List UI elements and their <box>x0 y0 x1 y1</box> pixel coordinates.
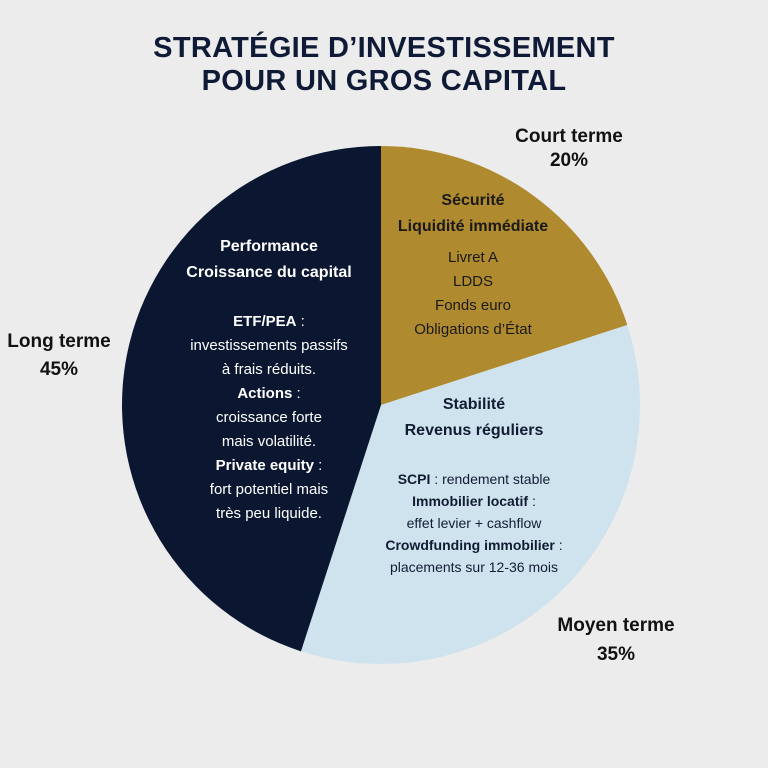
pie-slice-long-terme <box>122 146 382 652</box>
list-item: Immobilier locatif : <box>356 490 592 512</box>
item-name: Actions <box>237 385 293 402</box>
pie-slice-court-terme <box>381 146 628 405</box>
slice-label-long-terme: Long terme 45% <box>0 330 118 382</box>
chart-title-line-2: POUR UN GROS CAPITAL <box>201 65 567 97</box>
item-text: : <box>528 493 536 509</box>
slice-label-moyen-terme: Moyen terme 35% <box>528 614 704 667</box>
slice-heading-2: Croissance du capital <box>186 264 352 281</box>
item-name: ETF/PEA <box>233 313 297 330</box>
list-item: Obligations d’État <box>414 321 532 338</box>
item-text: croissance forte <box>216 409 322 426</box>
item-text: effet levier + cashflow <box>406 515 542 531</box>
slice-heading-1: Stabilité <box>442 396 506 413</box>
slice-percent-long-terme: 45% <box>39 359 79 380</box>
item-text: très peu liquide. <box>216 505 322 522</box>
chart-title: STRATÉGIE D’INVESTISSEMENT POUR UN GROS … <box>0 32 768 98</box>
slice-heading-2: Liquidité immédiate <box>397 218 549 235</box>
list-item: croissance forte <box>144 406 394 430</box>
slice-name-moyen-terme: Moyen terme <box>557 615 675 636</box>
list-item: Private equity : <box>144 454 394 478</box>
item-text: à frais réduits. <box>221 361 317 378</box>
item-text: : <box>554 537 563 553</box>
item-text: mais volatilité. <box>221 433 317 450</box>
list-item: LDDS <box>452 273 493 290</box>
list-item: mais volatilité. <box>144 430 394 454</box>
list-item: Livret A <box>447 249 499 266</box>
item-name: SCPI <box>397 471 431 487</box>
slice-content-moyen-terme: Stabilité Revenus réguliers SCPI : rende… <box>356 392 592 578</box>
pie-slice-moyen-terme <box>300 324 640 664</box>
list-item: placements sur 12-36 mois <box>356 556 592 578</box>
slice-percent-moyen-terme: 35% <box>596 644 636 665</box>
list-item: à frais réduits. <box>144 358 394 382</box>
slice-heading-1: Sécurité <box>441 192 505 209</box>
list-item: effet levier + cashflow <box>356 512 592 534</box>
slice-content-court-terme: Sécurité Liquidité immédiate Livret A LD… <box>378 188 568 342</box>
list-item: très peu liquide. <box>144 502 394 526</box>
slice-name-long-terme: Long terme <box>7 331 111 352</box>
item-text: fort potentiel mais <box>209 481 329 498</box>
list-item: Fonds euro <box>435 297 511 314</box>
item-text: : rendement stable <box>430 471 551 487</box>
item-name: Immobilier locatif <box>412 493 529 509</box>
slice-label-court-terme: Court terme 20% <box>486 125 652 173</box>
list-item: ETF/PEA : <box>144 310 394 334</box>
item-text: : <box>314 457 323 474</box>
list-item: Crowdfunding immobilier : <box>356 534 592 556</box>
item-name: Crowdfunding immobilier <box>385 537 555 553</box>
item-text: : <box>296 313 305 330</box>
item-text: placements sur 12-36 mois <box>389 559 559 575</box>
chart-title-line-1: STRATÉGIE D’INVESTISSEMENT <box>153 32 615 64</box>
list-item: SCPI : rendement stable <box>356 468 592 490</box>
item-name: Private equity <box>215 457 315 474</box>
item-text: : <box>292 385 301 402</box>
slice-percent-court-terme: 20% <box>549 150 589 171</box>
slice-content-long-terme: Performance Croissance du capital ETF/PE… <box>144 234 394 526</box>
list-item: fort potentiel mais <box>144 478 394 502</box>
list-item: investissements passifs <box>144 334 394 358</box>
slice-name-court-terme: Court terme <box>515 126 623 147</box>
item-text: investissements passifs <box>190 337 348 354</box>
slice-heading-2: Revenus réguliers <box>404 422 544 439</box>
list-item: Actions : <box>144 382 394 406</box>
slice-heading-1: Performance <box>220 238 318 255</box>
